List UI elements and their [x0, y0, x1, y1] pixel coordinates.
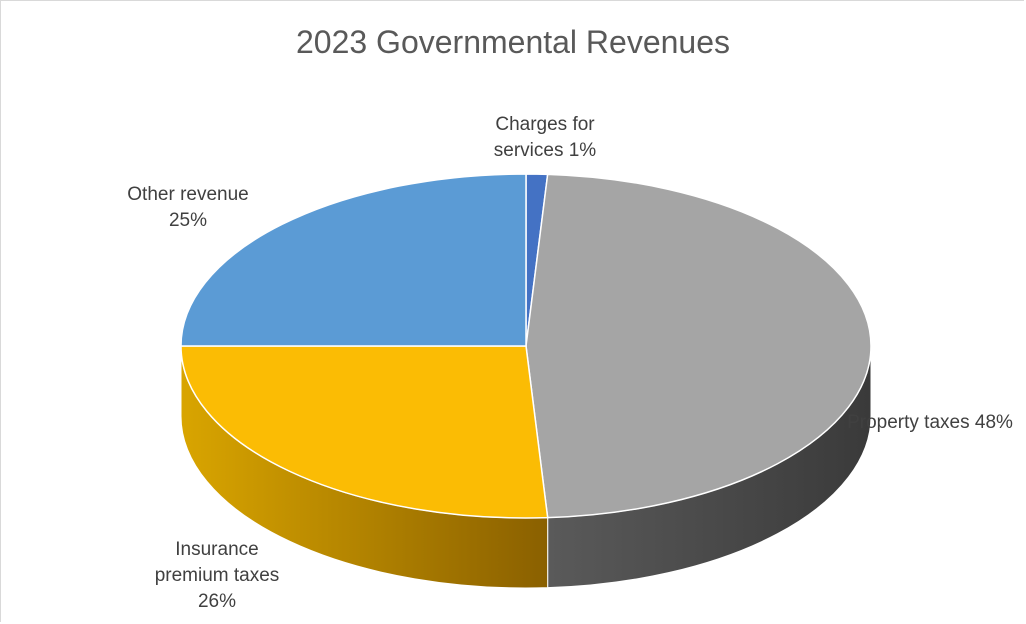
data-label-charges-for-services: Charges for services 1%: [494, 114, 597, 161]
data-label-other-revenue: Other revenue 25%: [127, 184, 248, 231]
pie-slice-other-revenue: [180, 173, 527, 347]
chart-title: 2023 Governmental Revenues: [295, 24, 731, 60]
data-label-property-taxes: Property taxes 48%: [847, 412, 1013, 433]
pie-slice-insurance-premium-taxes: [180, 345, 549, 519]
pie-slice-property-taxes: [525, 173, 872, 519]
data-label-insurance-premium-taxes: Insurance premium taxes 26%: [155, 539, 280, 612]
